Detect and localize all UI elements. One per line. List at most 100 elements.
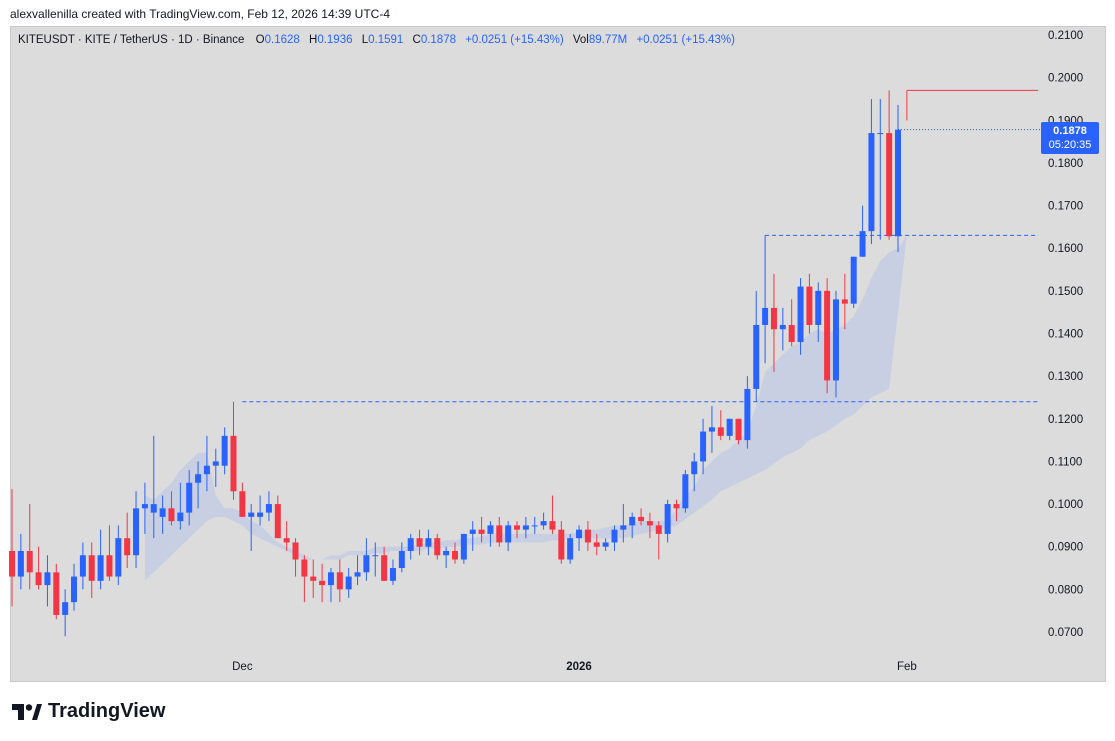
candle-body-19 xyxy=(177,512,184,522)
candle-body-80 xyxy=(717,427,724,436)
candle-body-24 xyxy=(221,435,228,466)
candle-body-90 xyxy=(806,286,813,325)
candle-body-37 xyxy=(336,572,343,590)
candle-body-91 xyxy=(815,290,822,325)
candle-body-9 xyxy=(88,555,95,581)
candle-body-76 xyxy=(682,474,689,509)
candle-body-61 xyxy=(549,521,556,530)
candle-body-96 xyxy=(859,231,866,257)
candle-body-81 xyxy=(726,418,733,436)
candle-body-29 xyxy=(265,504,272,513)
low-label: L xyxy=(361,34,369,46)
chart-panel[interactable] xyxy=(10,26,1106,682)
candle-body-8 xyxy=(79,555,86,577)
candle-body-6 xyxy=(62,602,69,615)
candle-body-30 xyxy=(274,504,281,539)
candle-body-64 xyxy=(576,529,583,539)
candle-body-44 xyxy=(398,550,405,569)
high-label: H xyxy=(309,34,318,46)
candle-body-11 xyxy=(106,555,113,577)
candle-body-0 xyxy=(9,550,15,577)
y-tick-label-4: 0.1700 xyxy=(1048,201,1083,213)
symbol-legend: KITEUSDT · KITE / TetherUS · 1D · Binanc… xyxy=(18,34,741,46)
cloud-band xyxy=(144,235,907,581)
open-label: O xyxy=(255,34,265,46)
open-value: 0.1628 xyxy=(264,34,300,46)
candle-body-5 xyxy=(53,572,60,615)
candle-body-53 xyxy=(478,529,485,534)
low-value: 0.1591 xyxy=(368,34,404,46)
volume-label: Vol xyxy=(572,34,589,46)
candle-body-58 xyxy=(522,525,529,530)
candle-body-20 xyxy=(186,482,193,513)
candle-body-18 xyxy=(168,508,175,522)
candle-body-87 xyxy=(779,324,786,330)
candle-body-99 xyxy=(886,133,893,237)
y-tick-label-11: 0.1000 xyxy=(1048,499,1083,511)
volume-value: 89.77M xyxy=(588,34,628,46)
candle-body-79 xyxy=(708,427,715,432)
candle-body-75 xyxy=(673,504,680,509)
candle-body-70 xyxy=(629,516,636,526)
candle-body-46 xyxy=(416,538,423,547)
candle-body-63 xyxy=(567,538,574,560)
candle-body-73 xyxy=(655,525,662,534)
bar-countdown: 05:20:35 xyxy=(1048,139,1092,151)
candle-body-94 xyxy=(841,299,848,304)
candle-body-13 xyxy=(124,538,131,556)
y-tick-label-3: 0.1800 xyxy=(1048,158,1083,170)
tradingview-brand-name: TradingView xyxy=(48,700,166,722)
candle-body-86 xyxy=(770,307,777,330)
candle-body-12 xyxy=(115,538,122,577)
candle-body-65 xyxy=(584,529,591,543)
candle-body-95 xyxy=(850,256,857,304)
candle-body-59 xyxy=(531,525,538,527)
candle-body-1 xyxy=(17,550,24,577)
candle-body-27 xyxy=(248,512,255,517)
x-tick-label-2: Feb xyxy=(897,661,917,673)
y-tick-label-7: 0.1400 xyxy=(1048,329,1083,341)
y-tick-label-10: 0.1100 xyxy=(1048,456,1082,468)
candle-body-77 xyxy=(691,461,698,475)
candle-body-54 xyxy=(487,525,494,534)
high-value: 0.1936 xyxy=(317,34,353,46)
candle-body-98 xyxy=(877,133,884,135)
last-price: 0.1878 xyxy=(1053,125,1087,137)
x-tick-label-1: 2026 xyxy=(566,661,592,673)
candle-body-82 xyxy=(735,418,742,441)
candle-body-55 xyxy=(496,525,503,543)
candle-body-28 xyxy=(257,512,264,517)
candle-body-49 xyxy=(443,550,450,556)
candle-body-62 xyxy=(558,529,565,560)
candle-body-35 xyxy=(319,580,326,586)
chart-credit: alexvallenilla created with TradingView.… xyxy=(10,7,390,21)
candle-body-72 xyxy=(646,521,653,526)
candle-body-47 xyxy=(425,538,432,547)
candle-body-43 xyxy=(389,568,396,581)
y-tick-label-12: 0.0900 xyxy=(1048,542,1083,554)
candle-body-57 xyxy=(514,525,521,530)
candle-body-33 xyxy=(301,559,308,577)
tradingview-logo[interactable]: TradingView xyxy=(12,700,165,723)
candle-body-36 xyxy=(327,572,334,586)
candle-body-7 xyxy=(71,576,78,603)
candle-body-39 xyxy=(354,572,361,577)
change-value: +0.0251 (+15.43%) xyxy=(465,34,564,46)
candle-body-15 xyxy=(141,504,148,509)
candle-body-83 xyxy=(744,388,751,441)
candle-body-85 xyxy=(762,307,769,325)
candle-body-21 xyxy=(195,474,202,483)
symbol-name[interactable]: KITEUSDT · KITE / TetherUS · 1D · Binanc… xyxy=(18,34,245,46)
candle-body-40 xyxy=(363,555,370,573)
candle-body-68 xyxy=(611,529,618,543)
y-tick-label-5: 0.1600 xyxy=(1048,243,1083,255)
candle-body-69 xyxy=(620,525,627,530)
candle-body-4 xyxy=(44,572,51,586)
candle-body-2 xyxy=(26,550,33,573)
candle-body-60 xyxy=(540,521,547,526)
candle-body-17 xyxy=(159,508,166,517)
candle-body-67 xyxy=(602,542,609,547)
tradingview-logo-icon xyxy=(12,703,42,720)
candle-body-51 xyxy=(460,533,467,560)
